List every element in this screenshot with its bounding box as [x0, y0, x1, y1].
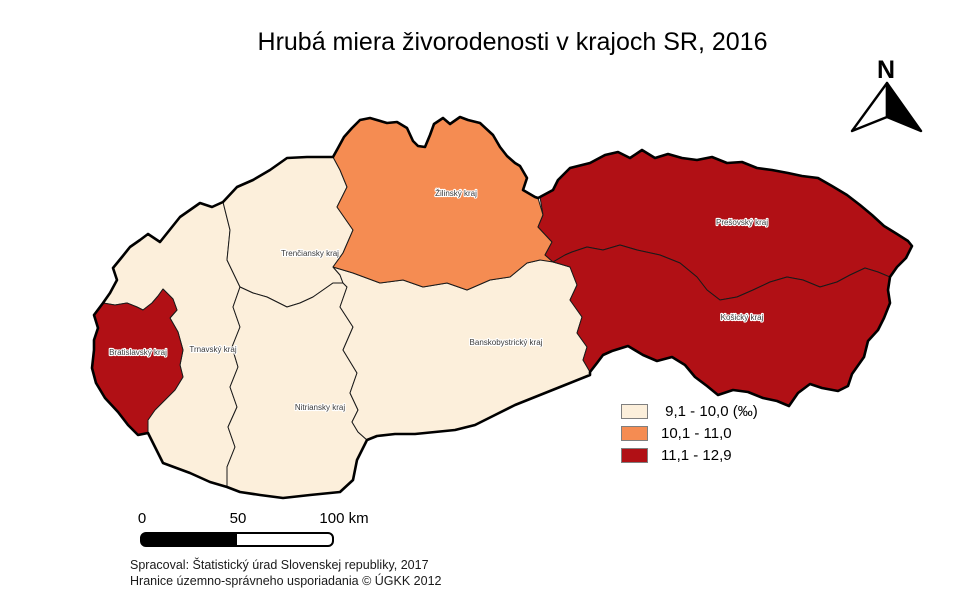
- north-arrow-left-half: [850, 81, 889, 133]
- credits-line2: Hranice územno-správneho usporiadania © …: [130, 574, 442, 588]
- region-label-zilinsky: Žilinský kraj: [435, 189, 477, 198]
- legend-swatch-class2: [621, 426, 648, 441]
- legend-label-class1: 9,1 - 10,0 (‰): [661, 403, 758, 420]
- north-arrow: N: [850, 56, 923, 133]
- legend-swatch-class3: [621, 448, 648, 463]
- country-outline: [90, 115, 914, 500]
- scale-bar: [140, 532, 334, 547]
- legend-label-class3: 11,1 - 12,9: [661, 447, 732, 464]
- north-arrow-label: N: [877, 56, 895, 84]
- legend-label-class2: 10,1 - 11,0: [661, 425, 732, 442]
- scalebar-ticks: 0 50 100 km: [0, 510, 970, 528]
- legend: 9,1 - 10,0 (‰) 10,1 - 11,0 11,1 - 12,9: [621, 404, 758, 470]
- credits: Spracoval: Štatistický úrad Slovenskej r…: [130, 557, 441, 589]
- legend-row: 11,1 - 12,9: [621, 448, 758, 463]
- region-label-presovsky: Prešovský kraj: [716, 218, 768, 227]
- region-label-nitriansky: Nitriansky kraj: [295, 403, 345, 412]
- page-title: Hrubá miera živorodenosti v krajoch SR, …: [257, 28, 768, 56]
- scale-tick-100km: 100 km: [319, 510, 369, 527]
- region-label-banskobystricky: Banskobystrický kraj: [470, 338, 543, 347]
- region-label-kosicky: Košický kraj: [721, 313, 764, 322]
- region-label-trenciansky: Trenčiansky kraj: [281, 249, 339, 258]
- credits-line1: Spracoval: Štatistický úrad Slovenskej r…: [130, 558, 429, 572]
- north-arrow-right-half: [885, 81, 923, 133]
- legend-swatch-class1: [621, 404, 648, 419]
- region-label-bratislavsky: Bratislavský kraj: [109, 348, 167, 357]
- region-zilinsky: [332, 116, 554, 291]
- scale-tick-0: 0: [137, 510, 147, 527]
- region-label-trnavsky: Trnavský kraj: [189, 345, 236, 354]
- legend-row: 9,1 - 10,0 (‰): [621, 404, 758, 419]
- scale-tick-50: 50: [229, 510, 247, 527]
- region-labels: Bratislavský kraj Trnavský kraj Trenčian…: [108, 188, 769, 413]
- legend-row: 10,1 - 11,0: [621, 426, 758, 441]
